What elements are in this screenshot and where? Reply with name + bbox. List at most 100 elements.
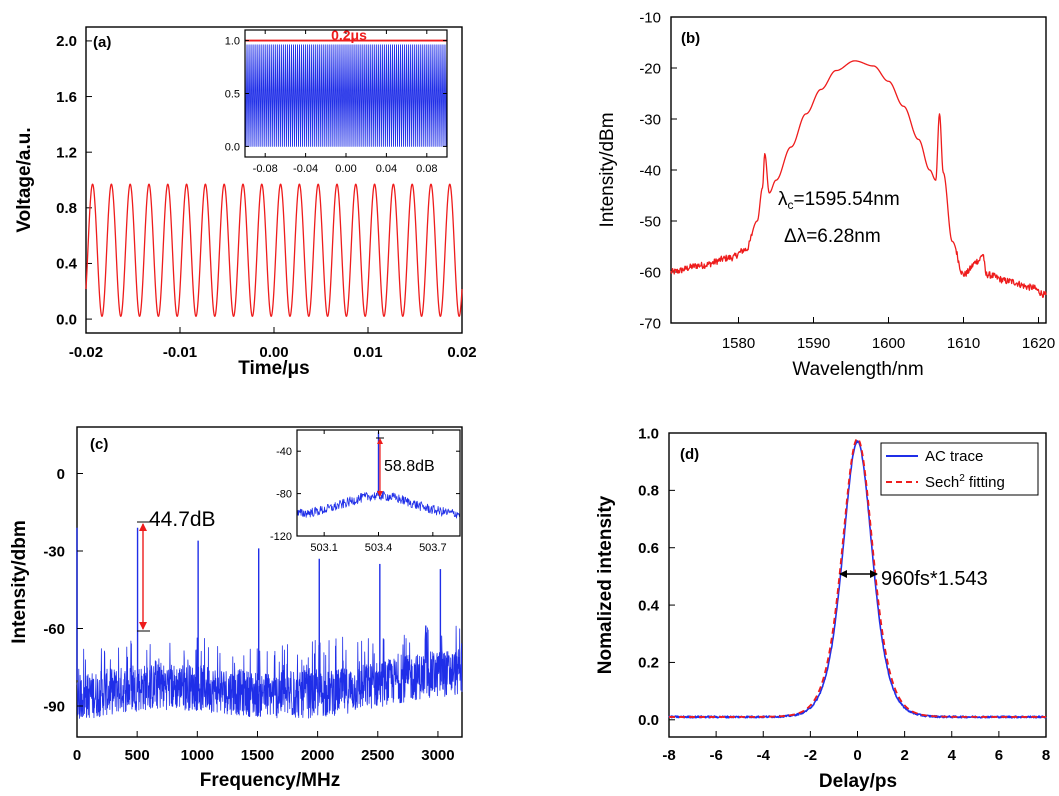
panel-b-center-wavelength: λc=1595.54nm bbox=[778, 189, 900, 212]
x-tick-label: -2 bbox=[804, 747, 817, 764]
x-tick-label: 3000 bbox=[421, 747, 454, 764]
x-tick-label: 4 bbox=[948, 747, 957, 764]
panel-b-xlabel: Wavelength/nm bbox=[792, 359, 923, 380]
y-tick-label: 0.6 bbox=[638, 540, 659, 557]
panel-a-inset-ticks: -0.08 -0.04 0.00 0.04 0.08 0.0 0.5 1.0 bbox=[225, 30, 447, 175]
panel-c-inset-ticks: 503.1 503.4 503.7 -40 -80 -120 bbox=[270, 430, 460, 554]
x-tick-label: -0.01 bbox=[163, 344, 197, 361]
x-tick-label: 0.01 bbox=[353, 344, 382, 361]
x-tick-label: -4 bbox=[757, 747, 771, 764]
panel-a-xlabel: Time/μs bbox=[238, 358, 309, 379]
x-tick-label: 0 bbox=[853, 747, 861, 764]
legend-label-ac-trace: AC trace bbox=[925, 448, 983, 465]
x-tick-label: 1580 bbox=[722, 335, 755, 352]
panel-c-inset: 503.1 503.4 503.7 -40 -80 -120 58.8dB bbox=[270, 429, 461, 554]
legend-box bbox=[880, 442, 1039, 496]
panel-a-inset: -0.08 -0.04 0.00 0.04 0.08 0.0 0.5 1.0 0.2μs bbox=[225, 27, 448, 175]
legend-sech-superscript: 2 bbox=[959, 473, 965, 484]
panel-d-label: (d) bbox=[680, 446, 699, 463]
x-tick-label: 1600 bbox=[872, 335, 905, 352]
panel-b-plot bbox=[670, 60, 1047, 299]
panel-d-fwhm-marker bbox=[839, 570, 878, 578]
x-tick-label: -0.04 bbox=[293, 163, 318, 175]
x-tick-label: 503.1 bbox=[310, 542, 338, 554]
x-tick-label: 6 bbox=[995, 747, 1003, 764]
y-tick-label: -80 bbox=[276, 488, 292, 500]
rf-noise-line bbox=[76, 625, 463, 719]
panel-d: -8 -6 -4 -2 0 2 4 6 8 0.0 0.2 0.4 0.6 0.8 1.0 (d) AC t… bbox=[595, 425, 1050, 792]
panel-c-xlabel: Frequency/MHz bbox=[200, 770, 340, 791]
panel-a-inset-annotation: 0.2μs bbox=[331, 27, 367, 43]
panel-d-ticks: -8 -6 -4 -2 0 2 4 6 8 0.0 0.2 0.4 0.6 0.8 1.0 bbox=[638, 425, 1050, 764]
panel-c-inset-snr-marker bbox=[376, 437, 384, 497]
x-tick-label: 1500 bbox=[241, 747, 274, 764]
x-tick-label: 0.00 bbox=[335, 163, 356, 175]
panel-a-plot bbox=[85, 183, 463, 317]
panel-b-ylabel: Intensity/dBm bbox=[597, 112, 618, 227]
x-tick-label: 503.7 bbox=[419, 542, 447, 554]
x-tick-label: 2500 bbox=[361, 747, 394, 764]
y-tick-label: 0.0 bbox=[638, 712, 659, 729]
x-tick-label: 0.00 bbox=[259, 344, 288, 361]
x-tick-label: 1610 bbox=[947, 335, 980, 352]
y-tick-label: 2.0 bbox=[56, 33, 77, 50]
inset-snr-arrow-head-bottom bbox=[377, 491, 383, 497]
legend-label-sech2: Sech2 fitting bbox=[925, 473, 1005, 491]
x-tick-label: 1000 bbox=[181, 747, 214, 764]
y-tick-label: 1.0 bbox=[225, 35, 240, 47]
x-tick-label: 0 bbox=[73, 747, 81, 764]
y-tick-label: 0.4 bbox=[638, 597, 660, 614]
y-tick-label: -70 bbox=[639, 315, 661, 332]
panel-c-inset-snr-label: 58.8dB bbox=[384, 458, 435, 475]
panel-c-snr-marker bbox=[137, 521, 150, 632]
y-tick-label: -40 bbox=[276, 446, 292, 458]
y-tick-label: 1.2 bbox=[56, 144, 77, 161]
y-tick-label: -90 bbox=[43, 698, 65, 715]
x-tick-label: 500 bbox=[125, 747, 150, 764]
x-tick-label: 2 bbox=[900, 747, 908, 764]
y-tick-label: -40 bbox=[639, 162, 661, 179]
y-tick-label: 0.4 bbox=[56, 256, 78, 273]
x-tick-label: 1620 bbox=[1022, 335, 1055, 352]
panel-d-legend: AC trace Sech2 fitting bbox=[880, 442, 1039, 496]
sech2-fit-line bbox=[668, 437, 1047, 718]
panel-d-width-annotation: 960fs*1.543 bbox=[881, 568, 988, 590]
x-tick-label: 0.02 bbox=[447, 344, 476, 361]
panel-a-inset-plot bbox=[244, 39, 448, 147]
panel-a-ticks: -0.02 -0.01 0.00 0.01 0.02 0.0 0.4 0.8 1.2 1.6 2.0 bbox=[56, 33, 476, 361]
x-tick-label: -0.08 bbox=[253, 163, 278, 175]
y-tick-label: 0.0 bbox=[225, 141, 240, 153]
panel-a-ylabel: Voltage/a.u. bbox=[14, 127, 35, 232]
panel-c-snr-label: 44.7dB bbox=[149, 508, 216, 531]
y-tick-label: -60 bbox=[639, 264, 661, 281]
lambda-subscript: c bbox=[788, 198, 794, 212]
y-tick-label: -20 bbox=[639, 60, 661, 77]
panel-c: 0 500 1000 1500 2000 2500 3000 -90 -60 -30 0 (c) 4… bbox=[9, 426, 463, 791]
x-tick-label: 0.04 bbox=[376, 163, 397, 175]
x-tick-label: -0.02 bbox=[69, 344, 103, 361]
panel-d-plot bbox=[668, 437, 1047, 719]
inset-snr-arrow-head-top bbox=[377, 438, 383, 444]
y-tick-label: 0.0 bbox=[56, 311, 77, 328]
panel-c-ticks: 0 500 1000 1500 2000 2500 3000 -90 -60 -30 0 bbox=[43, 466, 454, 764]
y-tick-label: 0 bbox=[57, 466, 65, 483]
x-tick-label: 0.08 bbox=[416, 163, 437, 175]
panel-b-ticks: 1580 1590 1600 1610 1620 -70 -60 -50 -40 -30 -20 -1… bbox=[639, 9, 1055, 352]
legend-sech-text: Sech bbox=[925, 474, 959, 491]
panel-a-label: (a) bbox=[93, 34, 111, 51]
y-tick-label: -30 bbox=[43, 543, 65, 560]
y-tick-label: -30 bbox=[639, 111, 661, 128]
y-tick-label: 1.6 bbox=[56, 89, 77, 106]
pulse-train-line bbox=[85, 183, 463, 317]
panel-a: -0.02 -0.01 0.00 0.01 0.02 0.0 0.4 0.8 1.2 1.6 2.0… bbox=[14, 26, 477, 379]
inset-dense-oscillation-line bbox=[244, 44, 448, 147]
x-tick-label: -6 bbox=[709, 747, 722, 764]
y-tick-label: -10 bbox=[639, 9, 661, 26]
snr-arrow-head-top bbox=[139, 523, 147, 531]
y-tick-label: -120 bbox=[270, 531, 292, 543]
panel-b-label: (b) bbox=[681, 30, 700, 47]
y-tick-label: 0.5 bbox=[225, 88, 240, 100]
panel-c-ylabel: Intensity/dbm bbox=[9, 520, 30, 644]
y-tick-label: 1.0 bbox=[638, 425, 659, 442]
